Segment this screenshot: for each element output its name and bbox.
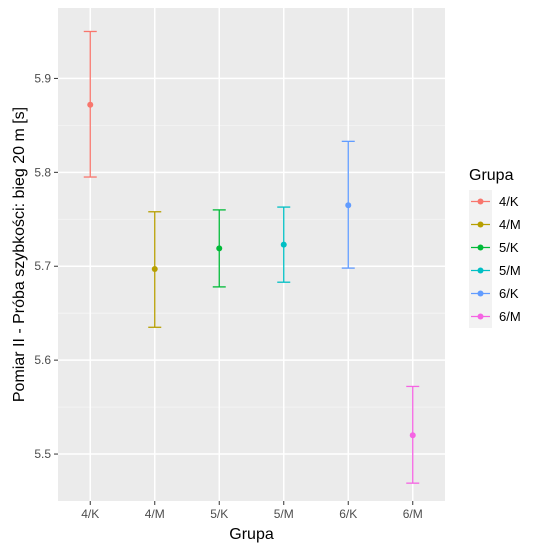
- legend-key-point: [477, 290, 484, 297]
- error-bars: [83, 30, 420, 484]
- y-tick-label: 5.5: [34, 447, 51, 461]
- x-tick-label: 4/M: [145, 507, 165, 521]
- x-axis-title: Grupa: [229, 526, 274, 543]
- mean-point-6-K: [345, 202, 352, 209]
- mean-point-5-M: [280, 241, 287, 248]
- legend-key-point: [477, 198, 484, 205]
- x-tick-label: 6/M: [403, 507, 423, 521]
- legend-key-point: [477, 267, 484, 274]
- y-tick-label: 5.7: [34, 259, 51, 273]
- y-tick-label: 5.8: [34, 165, 51, 179]
- legend-label: 6/K: [499, 286, 519, 301]
- plot-panel: [58, 8, 445, 501]
- legend-key-point: [477, 221, 484, 228]
- legend: Grupa 4/K 4/M 5/K 5/M 6/K 6/M: [469, 167, 521, 328]
- x-axis: 4/K 4/M 5/K 5/M 6/K 6/M: [81, 501, 423, 521]
- x-tick-label: 6/K: [339, 507, 357, 521]
- legend-title: Grupa: [469, 167, 514, 184]
- legend-label: 5/K: [499, 240, 519, 255]
- grid-minor: [58, 124, 445, 408]
- mean-point-6-M: [409, 432, 416, 439]
- y-tick-label: 5.9: [34, 71, 51, 85]
- legend-key-point: [477, 313, 484, 320]
- legend-label: 5/M: [499, 263, 521, 278]
- legend-label: 6/M: [499, 309, 521, 324]
- legend-label: 4/K: [499, 194, 519, 209]
- legend-key-point: [477, 244, 484, 251]
- legend-label: 4/M: [499, 217, 521, 232]
- y-axis-title: Pomiar II - Próba szybkości: bieg 20 m […: [11, 107, 28, 402]
- y-tick-label: 5.6: [34, 353, 51, 367]
- mean-point-4-K: [87, 101, 94, 108]
- y-axis: 5.5 5.6 5.7 5.8 5.9: [34, 71, 58, 461]
- x-tick-label: 5/M: [274, 507, 294, 521]
- mean-point-4-M: [151, 266, 158, 273]
- x-tick-label: 5/K: [210, 507, 228, 521]
- x-tick-label: 4/K: [81, 507, 99, 521]
- mean-point-5-K: [216, 245, 223, 252]
